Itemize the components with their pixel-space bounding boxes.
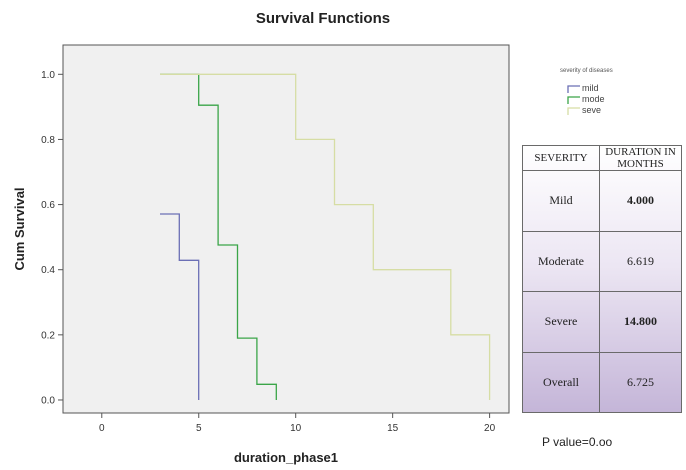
x-tick-label: 15	[387, 423, 399, 434]
header-severity: SEVERITY	[522, 145, 600, 171]
legend-swatch-seve	[567, 107, 580, 115]
x-axis-label: duration_phase1	[234, 450, 338, 465]
summary-table: SEVERITY DURATION IN MONTHS Mild 4.000 Mod…	[522, 145, 682, 413]
table-row: Overall 6.725	[522, 351, 682, 413]
y-tick-label: 0.8	[41, 135, 55, 146]
series-line-mode	[160, 73, 277, 400]
legend-label-mild: mild	[582, 83, 599, 93]
y-tick-label: 0.4	[41, 265, 55, 276]
x-tick-label: 10	[290, 423, 302, 434]
legend-title: severity of diseases	[560, 68, 613, 74]
plot-area	[62, 44, 510, 414]
series-line-seve	[160, 73, 491, 400]
table-body: Mild 4.000 Moderate 6.619 Severe 14.800 Overal…	[522, 170, 682, 413]
table-row: Severe 14.800	[522, 291, 682, 353]
y-tick-label: 0.6	[41, 200, 55, 211]
legend-label-mode: mode	[582, 94, 605, 104]
x-tick-label: 0	[99, 423, 105, 434]
duration-cell: 14.800	[599, 291, 682, 353]
y-tick-label: 1.0	[41, 70, 55, 81]
y-tick-label: 0.0	[41, 395, 55, 406]
series-layer	[160, 73, 491, 400]
severity-cell: Moderate	[522, 230, 600, 292]
duration-cell: 4.000	[599, 170, 682, 232]
header-duration: DURATION IN MONTHS	[599, 145, 682, 171]
severity-cell: Mild	[522, 170, 600, 232]
x-tick-label: 5	[196, 423, 202, 434]
severity-cell: Severe	[522, 291, 600, 353]
duration-cell: 6.725	[599, 351, 682, 413]
legend-swatch-mild	[567, 85, 580, 93]
severity-cell: Overall	[522, 351, 600, 413]
duration-cell: 6.619	[599, 230, 682, 292]
table-row: Mild 4.000	[522, 170, 682, 232]
table-row: Moderate 6.619	[522, 230, 682, 292]
p-value-text: P value=0.oo	[542, 435, 612, 449]
series-line-mild	[160, 213, 200, 400]
chart-title: Survival Functions	[256, 10, 390, 27]
axes: 0 5 10 15 20 0.0 0.2 0.4 0.6 0.8 1.0	[41, 70, 496, 434]
y-axis-label: Cum Survival	[12, 187, 27, 270]
legend-label-seve: seve	[582, 105, 601, 115]
y-tick-label: 0.2	[41, 330, 55, 341]
legend-swatch-mode	[567, 96, 580, 104]
x-tick-label: 20	[484, 423, 496, 434]
table-header-row: SEVERITY DURATION IN MONTHS	[522, 145, 682, 171]
